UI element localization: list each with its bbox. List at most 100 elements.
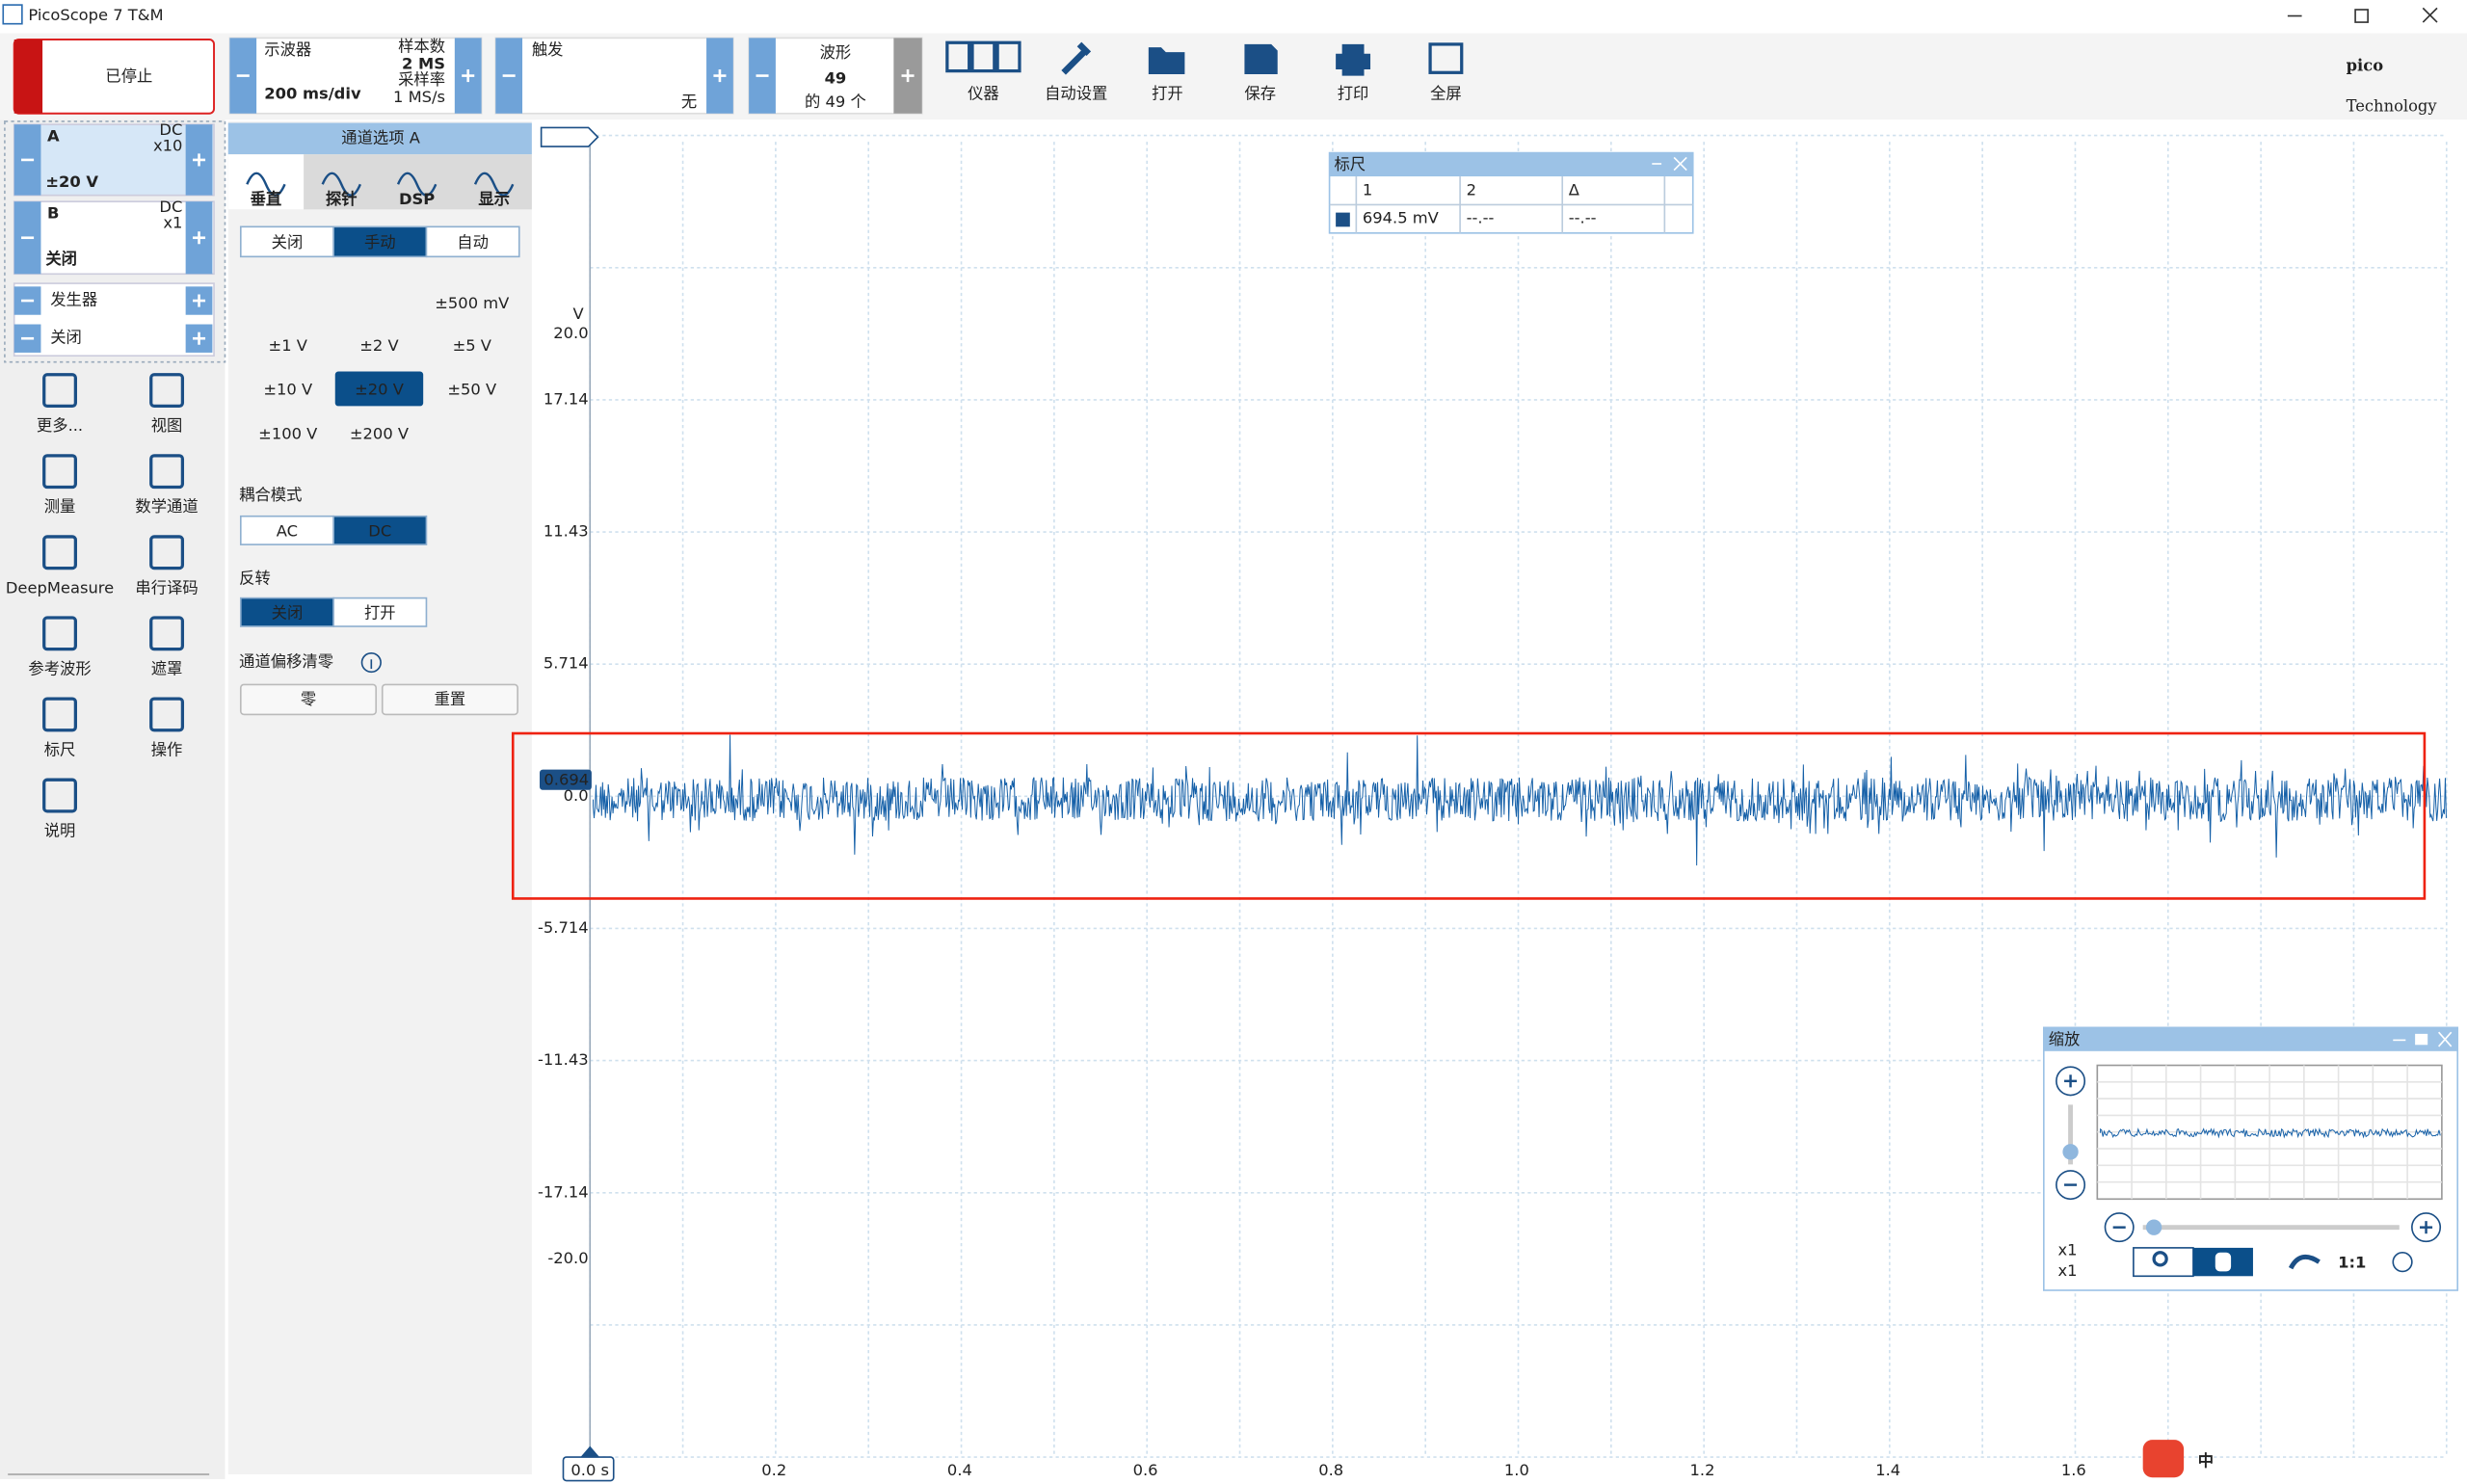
trigger-label: 触发 bbox=[532, 40, 564, 59]
icon bbox=[1061, 41, 1092, 75]
waveform-count: 49 bbox=[825, 68, 847, 87]
scope-samples: 2 MS bbox=[402, 55, 445, 73]
tab-label: DSP bbox=[399, 190, 435, 208]
y-tick-label: -5.714 bbox=[538, 918, 589, 937]
tab-label: 垂直 bbox=[251, 190, 282, 208]
zoom-tool-icon bbox=[2152, 1251, 2168, 1267]
x-tick-label: 1.2 bbox=[1690, 1461, 1715, 1479]
ruler-header: Δ bbox=[1569, 180, 1580, 199]
coupling-button-label: DC bbox=[368, 522, 391, 541]
tab-icon bbox=[246, 172, 286, 197]
logo-sub: Technology bbox=[2347, 97, 2438, 116]
sidebar-icon bbox=[149, 697, 185, 732]
offset-button-label: 重置 bbox=[435, 690, 466, 708]
invert-button-label: 打开 bbox=[364, 603, 396, 622]
sidebar-label: 数学通道 bbox=[135, 497, 198, 516]
tab-icon bbox=[396, 172, 438, 197]
invert-button-label: 关闭 bbox=[272, 603, 304, 622]
sidebar-icon bbox=[42, 535, 77, 570]
options-header bbox=[227, 122, 532, 155]
generator-state: 关闭 bbox=[50, 329, 82, 347]
ime-logo[interactable] bbox=[2142, 1440, 2185, 1478]
icon bbox=[1428, 42, 1464, 74]
tool-label: 全屏 bbox=[1430, 85, 1462, 103]
generator-label: 发生器 bbox=[50, 291, 97, 309]
waveform-label: 波形 bbox=[820, 43, 852, 62]
coupling-button-label: AC bbox=[277, 522, 298, 541]
sidebar-label: 串行译码 bbox=[135, 578, 198, 596]
sidebar-icon bbox=[42, 373, 77, 409]
range-label: ±500 mV bbox=[435, 294, 510, 312]
icon bbox=[1244, 43, 1278, 74]
offset-label: 通道偏移清零 bbox=[239, 652, 333, 671]
pan-tool-icon bbox=[2215, 1252, 2232, 1272]
channel-range: 关闭 bbox=[45, 250, 77, 268]
range-label: ±100 V bbox=[258, 424, 318, 442]
coupling-button[interactable] bbox=[332, 515, 428, 545]
restore[interactable] bbox=[2354, 9, 2369, 23]
sidebar-icon bbox=[149, 535, 185, 570]
scope-label: 示波器 bbox=[264, 40, 311, 59]
tool-label: 保存 bbox=[1244, 85, 1276, 103]
y-unit: V bbox=[573, 305, 585, 323]
undo-icon bbox=[2288, 1254, 2321, 1270]
offset-button[interactable] bbox=[239, 683, 378, 716]
y-tick-label: 17.14 bbox=[544, 389, 589, 408]
sidebar-label: DeepMeasure bbox=[6, 578, 114, 596]
sidebar-label: 遮罩 bbox=[151, 659, 183, 677]
tab-icon bbox=[321, 172, 362, 197]
coupling-button[interactable] bbox=[239, 515, 334, 545]
options-title: 通道选项 A bbox=[341, 128, 420, 146]
zoom-title: 缩放 bbox=[2049, 1030, 2081, 1048]
rulers-close bbox=[1673, 156, 1687, 172]
x-tick-label: 0.0 s bbox=[570, 1461, 609, 1479]
pan-thumb[interactable] bbox=[2145, 1219, 2162, 1235]
zoom-info[interactable] bbox=[2392, 1251, 2413, 1273]
run-state: 已停止 bbox=[105, 67, 152, 86]
x-tick-label: 1.4 bbox=[1875, 1461, 1900, 1479]
range-label: ±200 V bbox=[350, 424, 410, 442]
scope-samples-label: 样本数 bbox=[398, 38, 445, 56]
sidebar-label: 操作 bbox=[151, 740, 183, 758]
ime-mode: 中 bbox=[2198, 1451, 2214, 1470]
channel-card[interactable] bbox=[13, 200, 215, 276]
tab-label: 探针 bbox=[326, 190, 358, 208]
logo: pico bbox=[2347, 56, 2384, 74]
sidebar-label: 说明 bbox=[44, 822, 76, 840]
sidebar-icon bbox=[149, 373, 185, 409]
offset-button[interactable] bbox=[381, 683, 518, 716]
zoom-x-label: x1 bbox=[2058, 1241, 2078, 1259]
ruler-value: --.-- bbox=[1467, 209, 1495, 227]
scope-rate: 1 MS/s bbox=[393, 88, 445, 106]
info-icon[interactable] bbox=[360, 651, 382, 674]
coupling-label: 耦合模式 bbox=[239, 486, 302, 504]
title-bar bbox=[0, 0, 2467, 34]
x-tick-label: 1.0 bbox=[1504, 1461, 1529, 1479]
options-panel bbox=[227, 120, 532, 1475]
mode-button[interactable] bbox=[332, 225, 428, 258]
x-tick-label: 1.6 bbox=[2061, 1461, 2086, 1479]
marker-box bbox=[540, 769, 592, 790]
sidebar-label: 测量 bbox=[44, 497, 76, 516]
invert-button[interactable] bbox=[332, 596, 428, 627]
x-tick-label: 0.6 bbox=[1133, 1461, 1158, 1479]
channel-name: B bbox=[47, 204, 59, 223]
stop-strip bbox=[13, 40, 43, 114]
ruler-header: 1 bbox=[1363, 180, 1372, 199]
range-label: ±5 V bbox=[453, 336, 492, 355]
invert-button[interactable] bbox=[239, 596, 334, 627]
channel-probe: x10 bbox=[153, 137, 182, 155]
mode-button[interactable] bbox=[239, 225, 334, 258]
tool-label: 仪器 bbox=[968, 85, 999, 103]
timebase: 200 ms/div bbox=[264, 85, 361, 103]
channel-name: A bbox=[47, 127, 60, 146]
channel-card[interactable] bbox=[13, 123, 215, 197]
mode-button[interactable] bbox=[425, 225, 520, 258]
preview-trace bbox=[2100, 1127, 2441, 1139]
channel-group bbox=[4, 120, 226, 363]
rulers-header bbox=[1329, 152, 1693, 177]
zoom-thumb[interactable] bbox=[2062, 1144, 2079, 1160]
trigger-mode: 无 bbox=[681, 93, 697, 111]
